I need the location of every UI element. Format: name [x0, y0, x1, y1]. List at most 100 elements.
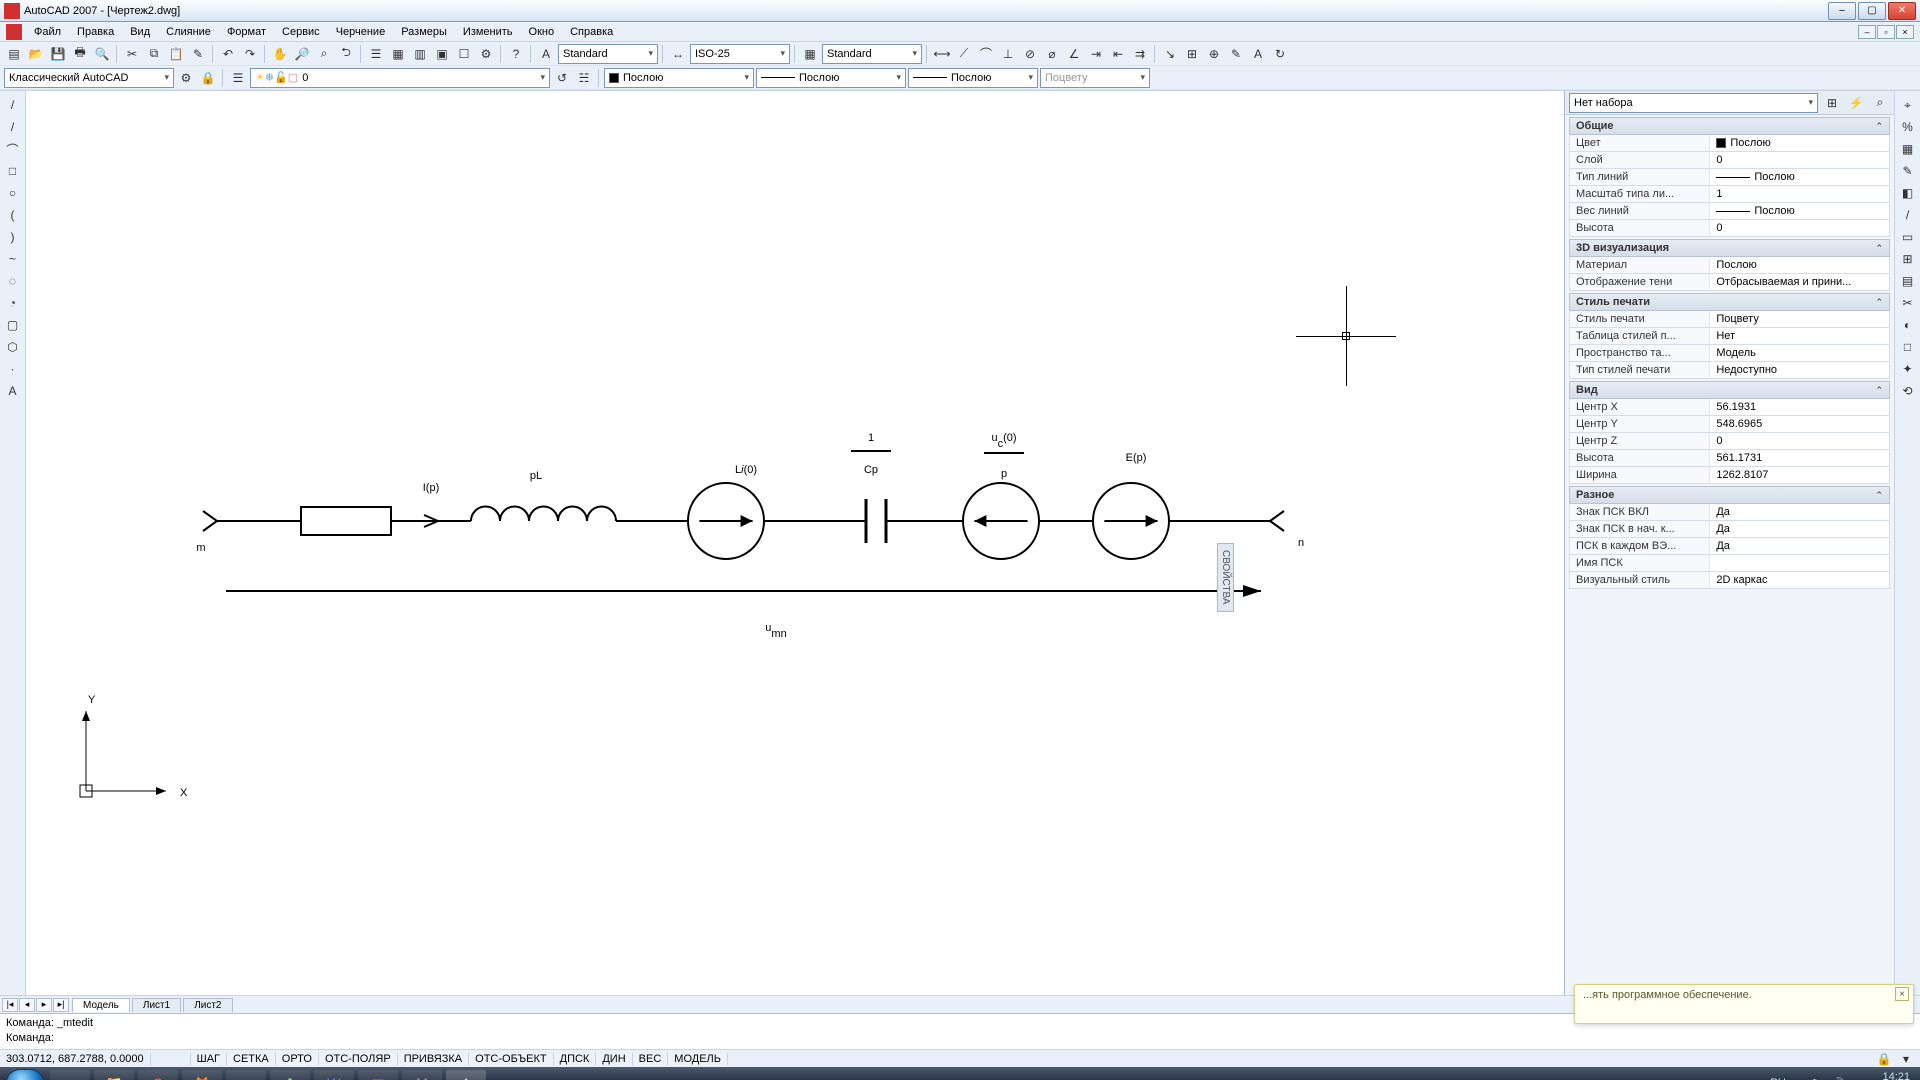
dim-tedit-icon[interactable]: A [1248, 44, 1268, 64]
prop-row[interactable]: Масштаб типа ли...1 [1569, 186, 1890, 203]
prop-value[interactable]: 0 [1710, 433, 1889, 449]
modify-tool-12[interactable]: ✦ [1898, 359, 1918, 379]
undo-icon[interactable]: ↶ [218, 44, 238, 64]
draw-tool-13[interactable]: A [2, 381, 24, 401]
dim-quick-icon[interactable]: ⇥ [1086, 44, 1106, 64]
dim-arc-icon[interactable]: ⌒ [976, 44, 996, 64]
draw-tool-2[interactable]: ⌒ [2, 139, 24, 159]
status-toggle-ВЕС[interactable]: ВЕС [632, 1053, 669, 1065]
modify-tool-5[interactable]: / [1898, 205, 1918, 225]
status-toggle-ДПСК[interactable]: ДПСК [553, 1053, 597, 1065]
layer-mgr-icon[interactable]: ☰ [228, 68, 248, 88]
start-button[interactable] [6, 1069, 44, 1080]
prop-row[interactable]: Вес линийПослою [1569, 203, 1890, 220]
prop-value[interactable]: 1 [1710, 186, 1889, 202]
tray-settings-icon[interactable]: ▾ [1896, 1049, 1916, 1069]
prop-row[interactable]: Знак ПСК ВКЛДа [1569, 504, 1890, 521]
draw-tool-11[interactable]: ⬡ [2, 337, 24, 357]
prop-group-header[interactable]: Общие⌃ [1569, 117, 1890, 135]
pan-icon[interactable]: ✋ [270, 44, 290, 64]
dim-edit-icon[interactable]: ✎ [1226, 44, 1246, 64]
dim-base-icon[interactable]: ⇤ [1108, 44, 1128, 64]
toggle-pina-icon[interactable]: ⊞ [1822, 93, 1842, 113]
prop-value[interactable]: Послою [1710, 169, 1889, 185]
dim-rad-icon[interactable]: ⊘ [1020, 44, 1040, 64]
status-toggle-ДИН[interactable]: ДИН [595, 1053, 632, 1065]
prop-group-header[interactable]: Стиль печати⌃ [1569, 293, 1890, 311]
dim-center-icon[interactable]: ⊕ [1204, 44, 1224, 64]
menu-tools[interactable]: Сервис [274, 24, 328, 40]
draw-tool-3[interactable]: □ [2, 161, 24, 181]
dim-style-combo[interactable]: ISO-25▾ [690, 44, 790, 64]
task-explorer[interactable]: 📁 [94, 1070, 134, 1080]
prop-row[interactable]: Таблица стилей п...Нет [1569, 328, 1890, 345]
menu-edit[interactable]: Правка [69, 24, 122, 40]
tool-palette-icon[interactable]: ▥ [410, 44, 430, 64]
ws-settings-icon[interactable]: ⚙ [176, 68, 196, 88]
markup-icon[interactable]: ☐ [454, 44, 474, 64]
prop-value[interactable]: Отбрасываемая и прини... [1710, 274, 1889, 290]
prop-value[interactable]: Послою [1710, 203, 1889, 219]
task-mathcad[interactable]: M [402, 1070, 442, 1080]
menu-window[interactable]: Окно [521, 24, 563, 40]
prop-row[interactable]: Тип линийПослою [1569, 169, 1890, 186]
layer-prev-icon[interactable]: ↺ [552, 68, 572, 88]
prop-row[interactable]: Имя ПСК [1569, 555, 1890, 572]
prop-group-header[interactable]: 3D визуализация⌃ [1569, 239, 1890, 257]
status-toggle-ОТС-ПОЛЯР[interactable]: ОТС-ПОЛЯР [318, 1053, 398, 1065]
prop-value[interactable] [1710, 555, 1889, 571]
prop-value[interactable]: Модель [1710, 345, 1889, 361]
plotstyle-combo[interactable]: Поцвету▾ [1040, 68, 1150, 88]
selection-combo[interactable]: Нет набора▾ [1569, 93, 1818, 113]
tablestyle-icon[interactable]: ▦ [800, 44, 820, 64]
prop-group-header[interactable]: Вид⌃ [1569, 381, 1890, 399]
status-toggle-ОТС-ОБЪЕКТ[interactable]: ОТС-ОБЪЕКТ [468, 1053, 553, 1065]
match-icon[interactable]: ✎ [188, 44, 208, 64]
prop-value[interactable]: Послою [1710, 257, 1889, 273]
status-toggle-СЕТКА[interactable]: СЕТКА [226, 1053, 276, 1065]
prop-row[interactable]: Стиль печатиПоцвету [1569, 311, 1890, 328]
open-icon[interactable]: 📂 [26, 44, 46, 64]
prop-row[interactable]: ЦветПослою [1569, 135, 1890, 152]
menu-draw[interactable]: Черчение [328, 24, 394, 40]
modify-tool-4[interactable]: ◧ [1898, 183, 1918, 203]
text-style-combo[interactable]: Standard▾ [558, 44, 658, 64]
notification-close[interactable]: × [1895, 987, 1909, 1001]
layer-state-icon[interactable]: ☵ [574, 68, 594, 88]
prop-row[interactable]: Высота561.1731 [1569, 450, 1890, 467]
task-pdf[interactable]: ▦ [358, 1070, 398, 1080]
menu-modify[interactable]: Изменить [455, 24, 521, 40]
prop-row[interactable]: Ширина1262.8107 [1569, 467, 1890, 484]
modify-tool-7[interactable]: ⊞ [1898, 249, 1918, 269]
draw-tool-1[interactable]: / [2, 117, 24, 137]
table-style-combo[interactable]: Standard▾ [822, 44, 922, 64]
prop-value[interactable]: Поцвету [1710, 311, 1889, 327]
prop-value[interactable]: 0 [1710, 152, 1889, 168]
dim-update-icon[interactable]: ↻ [1270, 44, 1290, 64]
modify-tool-6[interactable]: ▭ [1898, 227, 1918, 247]
select-objects-icon[interactable]: ⌕ [1870, 93, 1890, 113]
tab-layout2[interactable]: Лист2 [183, 998, 232, 1012]
draw-tool-8[interactable]: ◌ [2, 271, 24, 291]
mdi-restore[interactable]: ▫ [1877, 25, 1895, 39]
tab-first[interactable]: |◂ [2, 998, 18, 1012]
drawing-canvas[interactable]: mnI(p)pLLi(0)E(p)1Cpuc(0)pumnXY СВОЙСТВА [26, 91, 1564, 995]
quick-select-icon[interactable]: ⚡ [1846, 93, 1866, 113]
draw-tool-5[interactable]: ( [2, 205, 24, 225]
tab-last[interactable]: ▸| [53, 998, 69, 1012]
color-combo[interactable]: Послою▾ [604, 68, 754, 88]
tray-clock[interactable]: 14:2120.08.2015 [1855, 1072, 1910, 1080]
layer-combo[interactable]: ☀❄🔓▢ 0▾ [250, 68, 550, 88]
prop-row[interactable]: Высота0 [1569, 220, 1890, 237]
cut-icon[interactable]: ✂ [122, 44, 142, 64]
prop-row[interactable]: Центр Y548.6965 [1569, 416, 1890, 433]
dim-tol-icon[interactable]: ⊞ [1182, 44, 1202, 64]
menu-insert[interactable]: Слияние [158, 24, 219, 40]
zoom-rt-icon[interactable]: 🔎 [292, 44, 312, 64]
draw-tool-4[interactable]: ○ [2, 183, 24, 203]
tab-layout1[interactable]: Лист1 [132, 998, 181, 1012]
menu-help[interactable]: Справка [562, 24, 621, 40]
modify-tool-8[interactable]: ▤ [1898, 271, 1918, 291]
status-toggle-ОРТО[interactable]: ОРТО [275, 1053, 319, 1065]
help-icon[interactable]: ? [506, 44, 526, 64]
